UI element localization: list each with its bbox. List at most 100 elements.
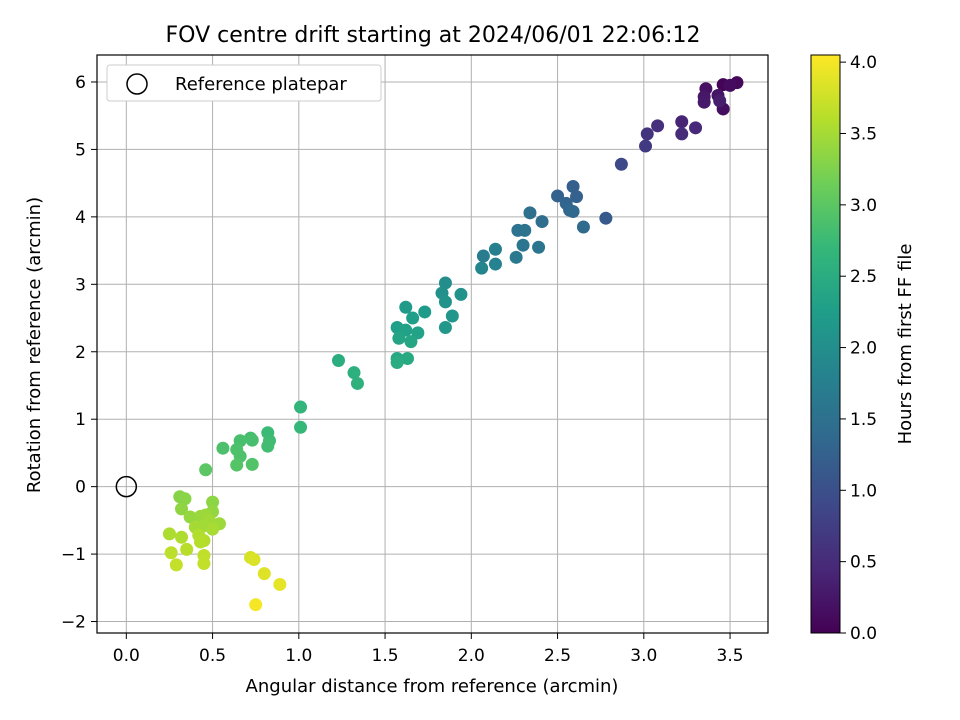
data-point [535, 215, 549, 229]
colorbar-tick-label: 0.5 [850, 553, 877, 573]
data-point [247, 552, 261, 566]
data-point [390, 356, 404, 370]
data-point [400, 352, 414, 366]
y-tick-label: −2 [61, 613, 86, 633]
x-tick-label: 0.0 [113, 646, 140, 666]
data-point [261, 439, 275, 453]
data-point [518, 223, 532, 237]
y-tick-label: 1 [75, 410, 86, 430]
y-tick-label: 5 [75, 140, 86, 160]
data-point [476, 249, 490, 263]
legend-box [106, 64, 382, 102]
data-point [331, 354, 345, 368]
legend-marker-reference [126, 73, 148, 95]
legend-label-reference: Reference platepar [175, 74, 347, 95]
data-point [639, 139, 653, 153]
data-point [294, 400, 308, 414]
y-tick-label: −1 [61, 545, 86, 565]
colorbar-ticks: 0.0 0.5 1.0 1.5 2.0 2.5 3.0 3.5 4.0 [840, 53, 877, 644]
y-tick-label: 0 [75, 478, 86, 498]
data-point [399, 300, 413, 314]
data-point [350, 376, 364, 390]
legend: Reference platepar [106, 64, 382, 102]
data-point [599, 211, 613, 225]
data-point [576, 220, 590, 234]
data-point [551, 189, 565, 203]
data-point [245, 457, 259, 471]
colorbar-tick-label: 3.5 [850, 124, 877, 144]
data-point [566, 180, 580, 194]
colorbar-tick-label: 4.0 [850, 53, 877, 73]
colorbar-tick-label: 2.0 [850, 339, 877, 359]
x-tick-label: 0.5 [199, 646, 226, 666]
data-point [475, 261, 489, 275]
y-tick-label: 2 [75, 343, 86, 363]
data-point [180, 542, 194, 556]
data-point [675, 127, 689, 141]
data-point [454, 287, 468, 301]
x-tick-label: 2.0 [458, 646, 485, 666]
data-point [723, 78, 737, 92]
data-point [532, 240, 546, 254]
data-point [169, 558, 183, 572]
colorbar-frame [810, 54, 841, 634]
data-point [675, 115, 689, 129]
colorbar-tick-label: 0.0 [850, 624, 877, 644]
colorbar-tick-label: 1.0 [850, 481, 877, 501]
data-point [257, 567, 271, 581]
data-point [406, 311, 420, 325]
data-point [488, 242, 502, 256]
data-point [206, 522, 220, 536]
data-point [193, 535, 207, 549]
data-point [175, 530, 189, 544]
data-point [689, 121, 703, 135]
chart-title: FOV centre drift starting at 2024/06/01 … [166, 23, 701, 48]
data-point [438, 295, 452, 309]
x-tick-label: 2.5 [544, 646, 571, 666]
data-point [445, 309, 459, 323]
x-tick-label: 3.5 [717, 646, 744, 666]
colorbar: 0.0 0.5 1.0 1.5 2.0 2.5 3.0 3.5 4.0 Hours from f… [810, 53, 916, 644]
colorbar-label: Hours from first FF file [895, 244, 916, 445]
data-point [294, 420, 308, 434]
data-point [183, 510, 197, 524]
data-point [392, 331, 406, 345]
data-point [175, 502, 189, 516]
data-point [164, 546, 178, 560]
data-point [566, 204, 580, 218]
colorbar-tick-label: 3.0 [850, 196, 877, 216]
data-point [162, 527, 176, 541]
colorbar-gradient [811, 55, 840, 633]
y-tick-label: 6 [75, 73, 86, 93]
data-point [230, 458, 244, 472]
data-point [651, 119, 665, 133]
y-tick-label: 3 [75, 275, 86, 295]
data-point [488, 257, 502, 271]
data-point [438, 276, 452, 290]
data-point [249, 598, 263, 612]
x-tick-label: 1.0 [285, 646, 312, 666]
plot-frame [96, 54, 769, 634]
reference-platepar-point [115, 475, 138, 498]
colorbar-tick-label: 1.5 [850, 410, 877, 430]
x-axis-label: Angular distance from reference (arcmin) [246, 676, 619, 697]
y-axis: −2 −1 0 1 2 3 4 5 6 [61, 73, 97, 633]
data-point [523, 206, 537, 220]
data-point [206, 495, 220, 509]
y-axis-label: Rotation from reference (arcmin) [24, 197, 45, 493]
x-tick-label: 3.0 [630, 646, 657, 666]
data-point [411, 326, 425, 340]
data-point [516, 238, 530, 252]
data-point [640, 127, 654, 141]
data-point [713, 94, 727, 108]
data-point [245, 433, 259, 447]
scatter-points [162, 76, 744, 612]
data-point [273, 577, 287, 591]
data-point [199, 463, 213, 477]
data-point [509, 250, 523, 264]
y-tick-label: 4 [75, 208, 86, 228]
data-point [178, 492, 192, 506]
data-point [347, 366, 361, 380]
data-point [614, 157, 628, 171]
